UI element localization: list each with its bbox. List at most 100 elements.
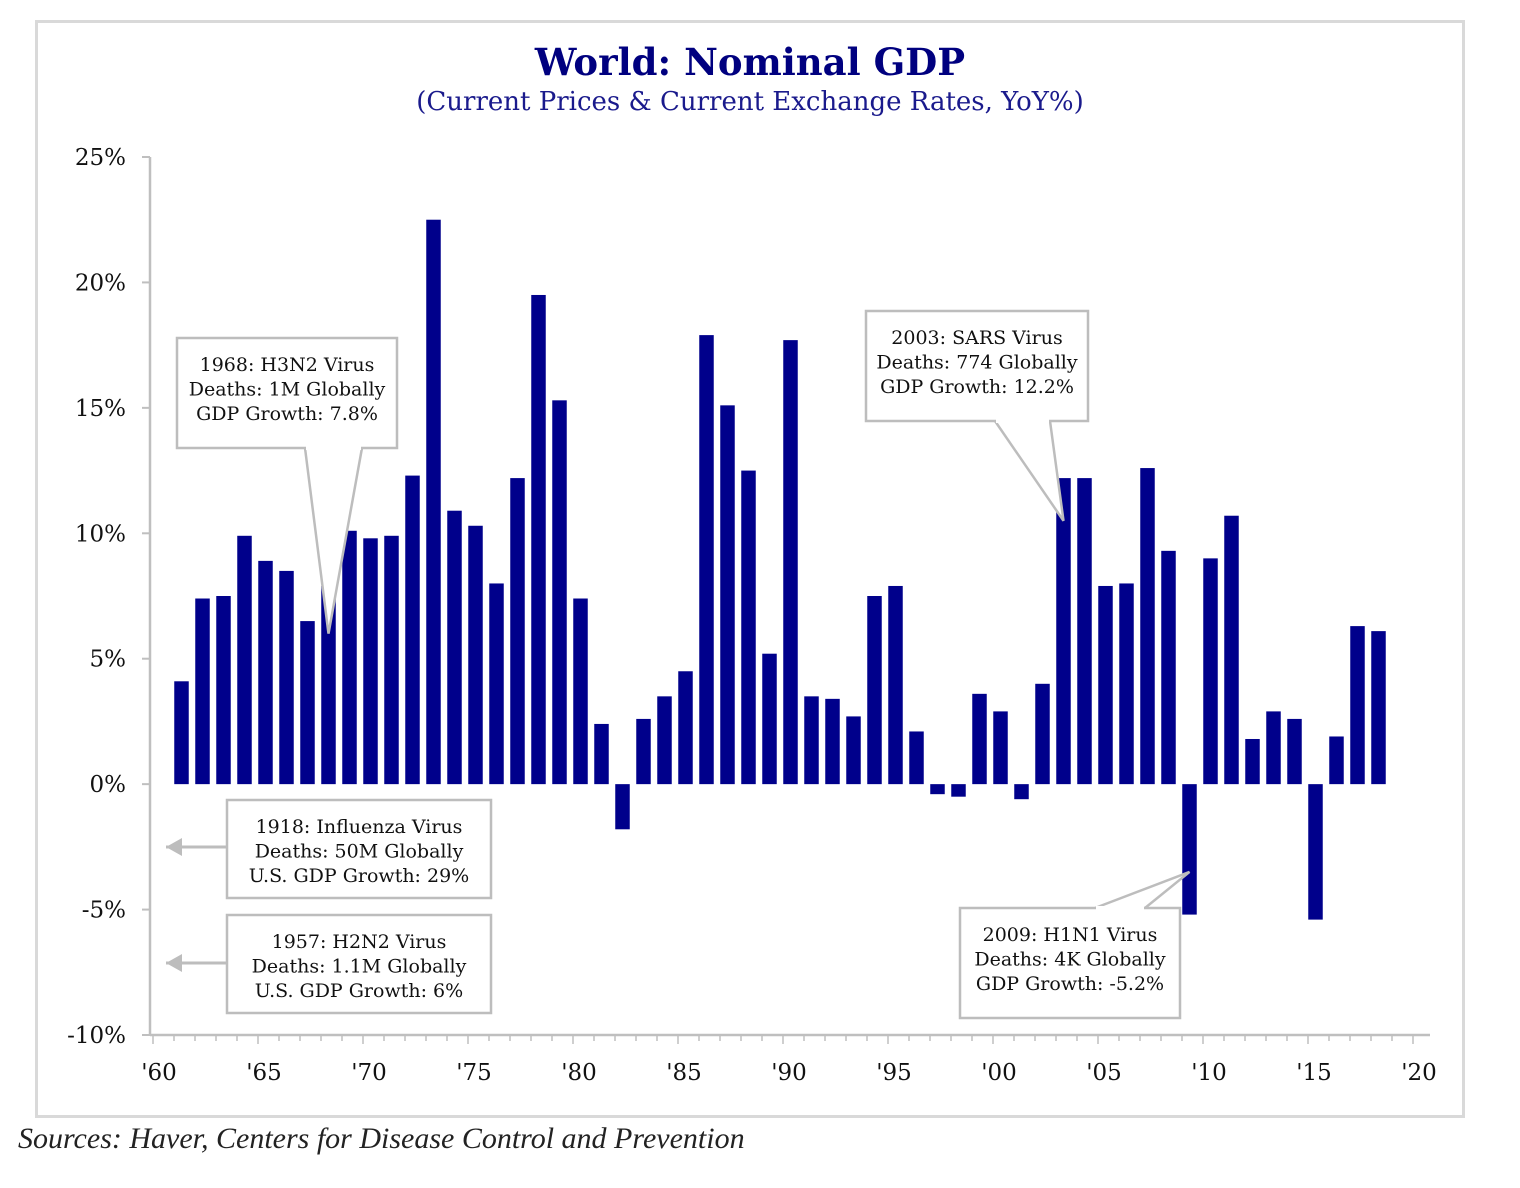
bar-2018 (1371, 631, 1386, 785)
bar-2017 (1350, 626, 1365, 785)
bar-1984 (657, 696, 672, 785)
bar-1971 (384, 535, 399, 785)
x-tick-label: '60 (141, 1060, 177, 1086)
bar-1998 (951, 784, 966, 797)
x-tick-label: '00 (981, 1060, 1017, 1086)
bar-2015 (1308, 784, 1323, 920)
bar-1970 (363, 538, 378, 785)
x-tick-label: '05 (1086, 1060, 1122, 1086)
annotation-3: 1957: H2N2 Virus Deaths: 1.1M GloballyU.S… (166, 913, 493, 1015)
bar-2003 (1056, 478, 1071, 785)
x-tick-label: '15 (1296, 1060, 1332, 1086)
bar-1981 (594, 723, 609, 785)
annotation-line: U.S. GDP Growth: 29% (249, 865, 469, 887)
bar-1983 (636, 718, 651, 785)
bar-1966 (279, 570, 294, 785)
bar-2005 (1098, 585, 1113, 785)
bar-1972 (405, 475, 420, 785)
annotation-line: 1918: Influenza Virus (256, 816, 463, 838)
annotation-line: GDP Growth: 7.8% (196, 403, 378, 425)
annotation-arrowhead (166, 954, 182, 972)
source-note: Sources: Haver, Centers for Disease Cont… (18, 1122, 745, 1155)
bar-1990 (783, 340, 798, 785)
bar-1982 (615, 784, 630, 830)
bar-1967 (300, 621, 315, 785)
x-tick-label: '80 (561, 1060, 597, 1086)
bar-1973 (426, 219, 441, 785)
annotation-line: 2003: SARS Virus (891, 327, 1062, 349)
bar-1995 (888, 585, 903, 785)
annotation-line: GDP Growth: 12.2% (880, 376, 1074, 398)
bar-1999 (972, 693, 987, 785)
annotation-line: 2009: H1N1 Virus (983, 924, 1158, 946)
annotation-1: 2003: SARS Virus Deaths: 774 GloballyGDP … (864, 309, 1090, 522)
annotation-line: GDP Growth: -5.2% (976, 973, 1164, 995)
annotation-box (225, 798, 493, 900)
y-tick-label: -5% (82, 898, 126, 924)
bar-2002 (1035, 683, 1050, 785)
x-tick-label: '90 (771, 1060, 807, 1086)
bar-2014 (1287, 718, 1302, 785)
annotation-line: Deaths: 774 Globally (876, 352, 1078, 374)
bar-1992 (825, 698, 840, 785)
bar-1977 (510, 478, 525, 785)
bar-1979 (552, 400, 567, 785)
x-tick-label: '85 (666, 1060, 702, 1086)
y-tick-label: 5% (90, 647, 127, 673)
annotation-line: 1957: H2N2 Virus (272, 931, 447, 953)
chart-title: World: Nominal GDP (534, 40, 966, 84)
bar-1996 (909, 731, 924, 785)
bar-1991 (804, 696, 819, 785)
bar-2006 (1119, 583, 1134, 785)
bar-1969 (342, 530, 357, 785)
chart-subtitle: (Current Prices & Current Exchange Rates… (416, 87, 1084, 117)
annotation-line: U.S. GDP Growth: 6% (255, 980, 463, 1002)
y-tick-label: 25% (75, 145, 126, 171)
bar-2008 (1161, 550, 1176, 785)
annotation-line: 1968: H3N2 Virus (200, 354, 375, 376)
bar-2000 (993, 711, 1008, 785)
bar-1965 (258, 560, 273, 785)
x-tick-label: '95 (876, 1060, 912, 1086)
bar-2007 (1140, 468, 1155, 785)
bar-1975 (468, 525, 483, 785)
bar-1985 (678, 671, 693, 785)
annotation-box (864, 309, 1090, 423)
axes: 25% 20% 15% 10% 5% 0% -5% -10% '60 '65 '70 '75 '80 '8… (67, 145, 1437, 1086)
bar-1988 (741, 470, 756, 785)
y-tick-label: -10% (67, 1023, 126, 1049)
bar-2001 (1014, 784, 1029, 800)
x-tick-label: '75 (456, 1060, 492, 1086)
x-tick-label: '10 (1191, 1060, 1227, 1086)
annotation-box (175, 336, 399, 450)
bar-2009 (1182, 784, 1197, 915)
bar-1993 (846, 716, 861, 785)
bar-1976 (489, 583, 504, 785)
bar-2004 (1077, 478, 1092, 785)
bar-1987 (720, 405, 735, 785)
bar-1974 (447, 510, 462, 785)
y-tick-label: 15% (75, 396, 126, 422)
x-tick-label: '20 (1401, 1060, 1437, 1086)
bar-1968 (321, 585, 336, 785)
bar-1978 (531, 294, 546, 785)
bar-2011 (1224, 515, 1239, 785)
annotation-box (225, 913, 493, 1015)
bar-2013 (1266, 711, 1281, 785)
bar-1989 (762, 653, 777, 785)
bar-1980 (573, 598, 588, 785)
bar-1963 (216, 596, 231, 785)
bar-2010 (1203, 558, 1218, 785)
y-tick-label: 0% (90, 772, 127, 798)
annotation-line: Deaths: 1.1M Globally (252, 956, 467, 978)
annotation-2: 1918: Influenza Virus Deaths: 50M Globall… (166, 798, 493, 900)
annotation-arrowhead (166, 838, 182, 856)
bar-1997 (930, 784, 945, 795)
bar-1964 (237, 535, 252, 785)
x-tick-label: '70 (351, 1060, 387, 1086)
bar-1986 (699, 335, 714, 785)
